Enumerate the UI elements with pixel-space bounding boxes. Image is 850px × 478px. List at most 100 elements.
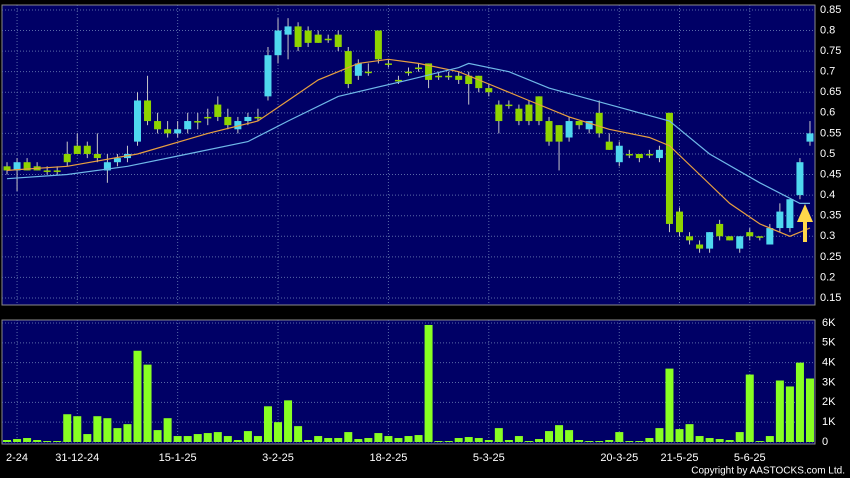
volume-bar <box>675 429 684 442</box>
volume-bar <box>354 439 363 442</box>
y-tick-label: 0.5 <box>820 148 835 160</box>
volume-bar <box>404 436 413 442</box>
candle-body <box>144 100 152 122</box>
candle-body <box>254 116 262 119</box>
moving-average <box>6 58 811 237</box>
y-tick-label: 0.7 <box>820 66 835 78</box>
volume-bar <box>133 350 142 442</box>
candle-body <box>676 211 683 233</box>
candle-body <box>635 153 643 159</box>
candle-body <box>415 67 423 70</box>
volume-bar <box>514 436 523 442</box>
candle-body <box>495 104 503 122</box>
volume-bar <box>23 438 32 442</box>
y-tick-label: 0.65 <box>820 86 841 98</box>
candle-body <box>83 145 91 154</box>
candle-body <box>475 75 483 89</box>
candle-body <box>806 133 814 142</box>
y-tick-label: 0.55 <box>820 127 841 139</box>
candle-body <box>314 34 322 43</box>
y-tick-label: 0.3 <box>820 230 835 242</box>
candle-body <box>244 116 252 122</box>
candle-body <box>686 236 694 241</box>
price-panel <box>1 4 816 306</box>
volume-bar <box>364 438 373 442</box>
y-tick-label: 0.2 <box>820 271 835 283</box>
x-tick-label: 2-24 <box>6 452 28 464</box>
volume-bar <box>655 428 664 442</box>
y-tick-label: 0.35 <box>820 210 841 222</box>
volume-bar <box>13 439 22 442</box>
candle-body <box>13 162 21 171</box>
candle-body <box>625 153 633 156</box>
candle-body <box>535 96 543 122</box>
y-tick-label: 0.85 <box>820 4 841 16</box>
volume-bar <box>203 433 212 442</box>
volume-bar <box>585 441 594 442</box>
candle-body <box>324 38 332 41</box>
candle-body <box>605 141 613 150</box>
moving-average <box>6 62 810 204</box>
x-tick-label: 21-5-25 <box>661 452 699 464</box>
volume-bar <box>163 418 172 442</box>
candle-body <box>515 108 523 122</box>
candle-body <box>465 75 473 85</box>
candle-body <box>555 125 563 142</box>
volume-bar <box>755 441 764 442</box>
volume-bar <box>725 440 734 442</box>
candle-body <box>73 145 81 154</box>
volume-bar <box>394 438 403 442</box>
candle-body <box>726 236 734 241</box>
candle-body <box>645 153 653 156</box>
candle-body <box>736 236 744 249</box>
y-tick-label: 0 <box>822 436 828 448</box>
volume-bar <box>454 438 463 442</box>
y-tick-label: 0.75 <box>820 45 841 57</box>
candle-body <box>154 121 162 130</box>
candle-body <box>103 162 111 171</box>
candle-body <box>776 211 784 229</box>
volume-bar <box>63 414 72 442</box>
candle-body <box>23 162 31 171</box>
volume-bar <box>595 441 604 442</box>
volume-bar <box>53 441 62 442</box>
volume-bar <box>3 440 12 442</box>
volume-bar <box>695 436 704 442</box>
y-tick-label: 0.25 <box>820 251 841 263</box>
candle-body <box>575 121 583 126</box>
volume-bar <box>635 441 644 442</box>
y-tick-label: 1K <box>822 416 836 428</box>
volume-bar <box>103 418 112 442</box>
volume-bar <box>765 436 774 442</box>
volume-bar <box>484 440 493 442</box>
candle-body <box>384 63 392 65</box>
volume-bar <box>344 432 353 442</box>
candle-body <box>284 26 292 35</box>
y-tick-label: 0.4 <box>820 189 835 201</box>
x-tick-label: 20-3-25 <box>600 452 638 464</box>
candle-body <box>194 121 202 123</box>
volume-bar <box>434 441 443 442</box>
candle-body <box>706 232 714 249</box>
volume-bar <box>314 436 323 442</box>
candle-body <box>716 223 724 237</box>
candle-body <box>485 88 493 93</box>
volume-bar <box>795 362 804 442</box>
candle-body <box>665 112 673 224</box>
volume-bar <box>153 430 162 442</box>
volume-bar <box>705 438 714 442</box>
volume-bar <box>715 439 724 442</box>
candle-body <box>445 75 453 78</box>
volume-bar <box>534 439 543 442</box>
volume-bar <box>374 433 383 442</box>
volume-bar <box>43 441 52 442</box>
candle-body <box>234 121 242 130</box>
candle-body <box>134 100 141 142</box>
volume-bar <box>173 436 182 442</box>
y-tick-label: 2K <box>822 396 836 408</box>
candle-body <box>53 170 61 172</box>
y-tick-label: 0.6 <box>820 107 835 119</box>
x-tick-label: 3-2-25 <box>262 452 294 464</box>
volume-bar <box>414 435 423 442</box>
volume-bar <box>223 436 232 442</box>
